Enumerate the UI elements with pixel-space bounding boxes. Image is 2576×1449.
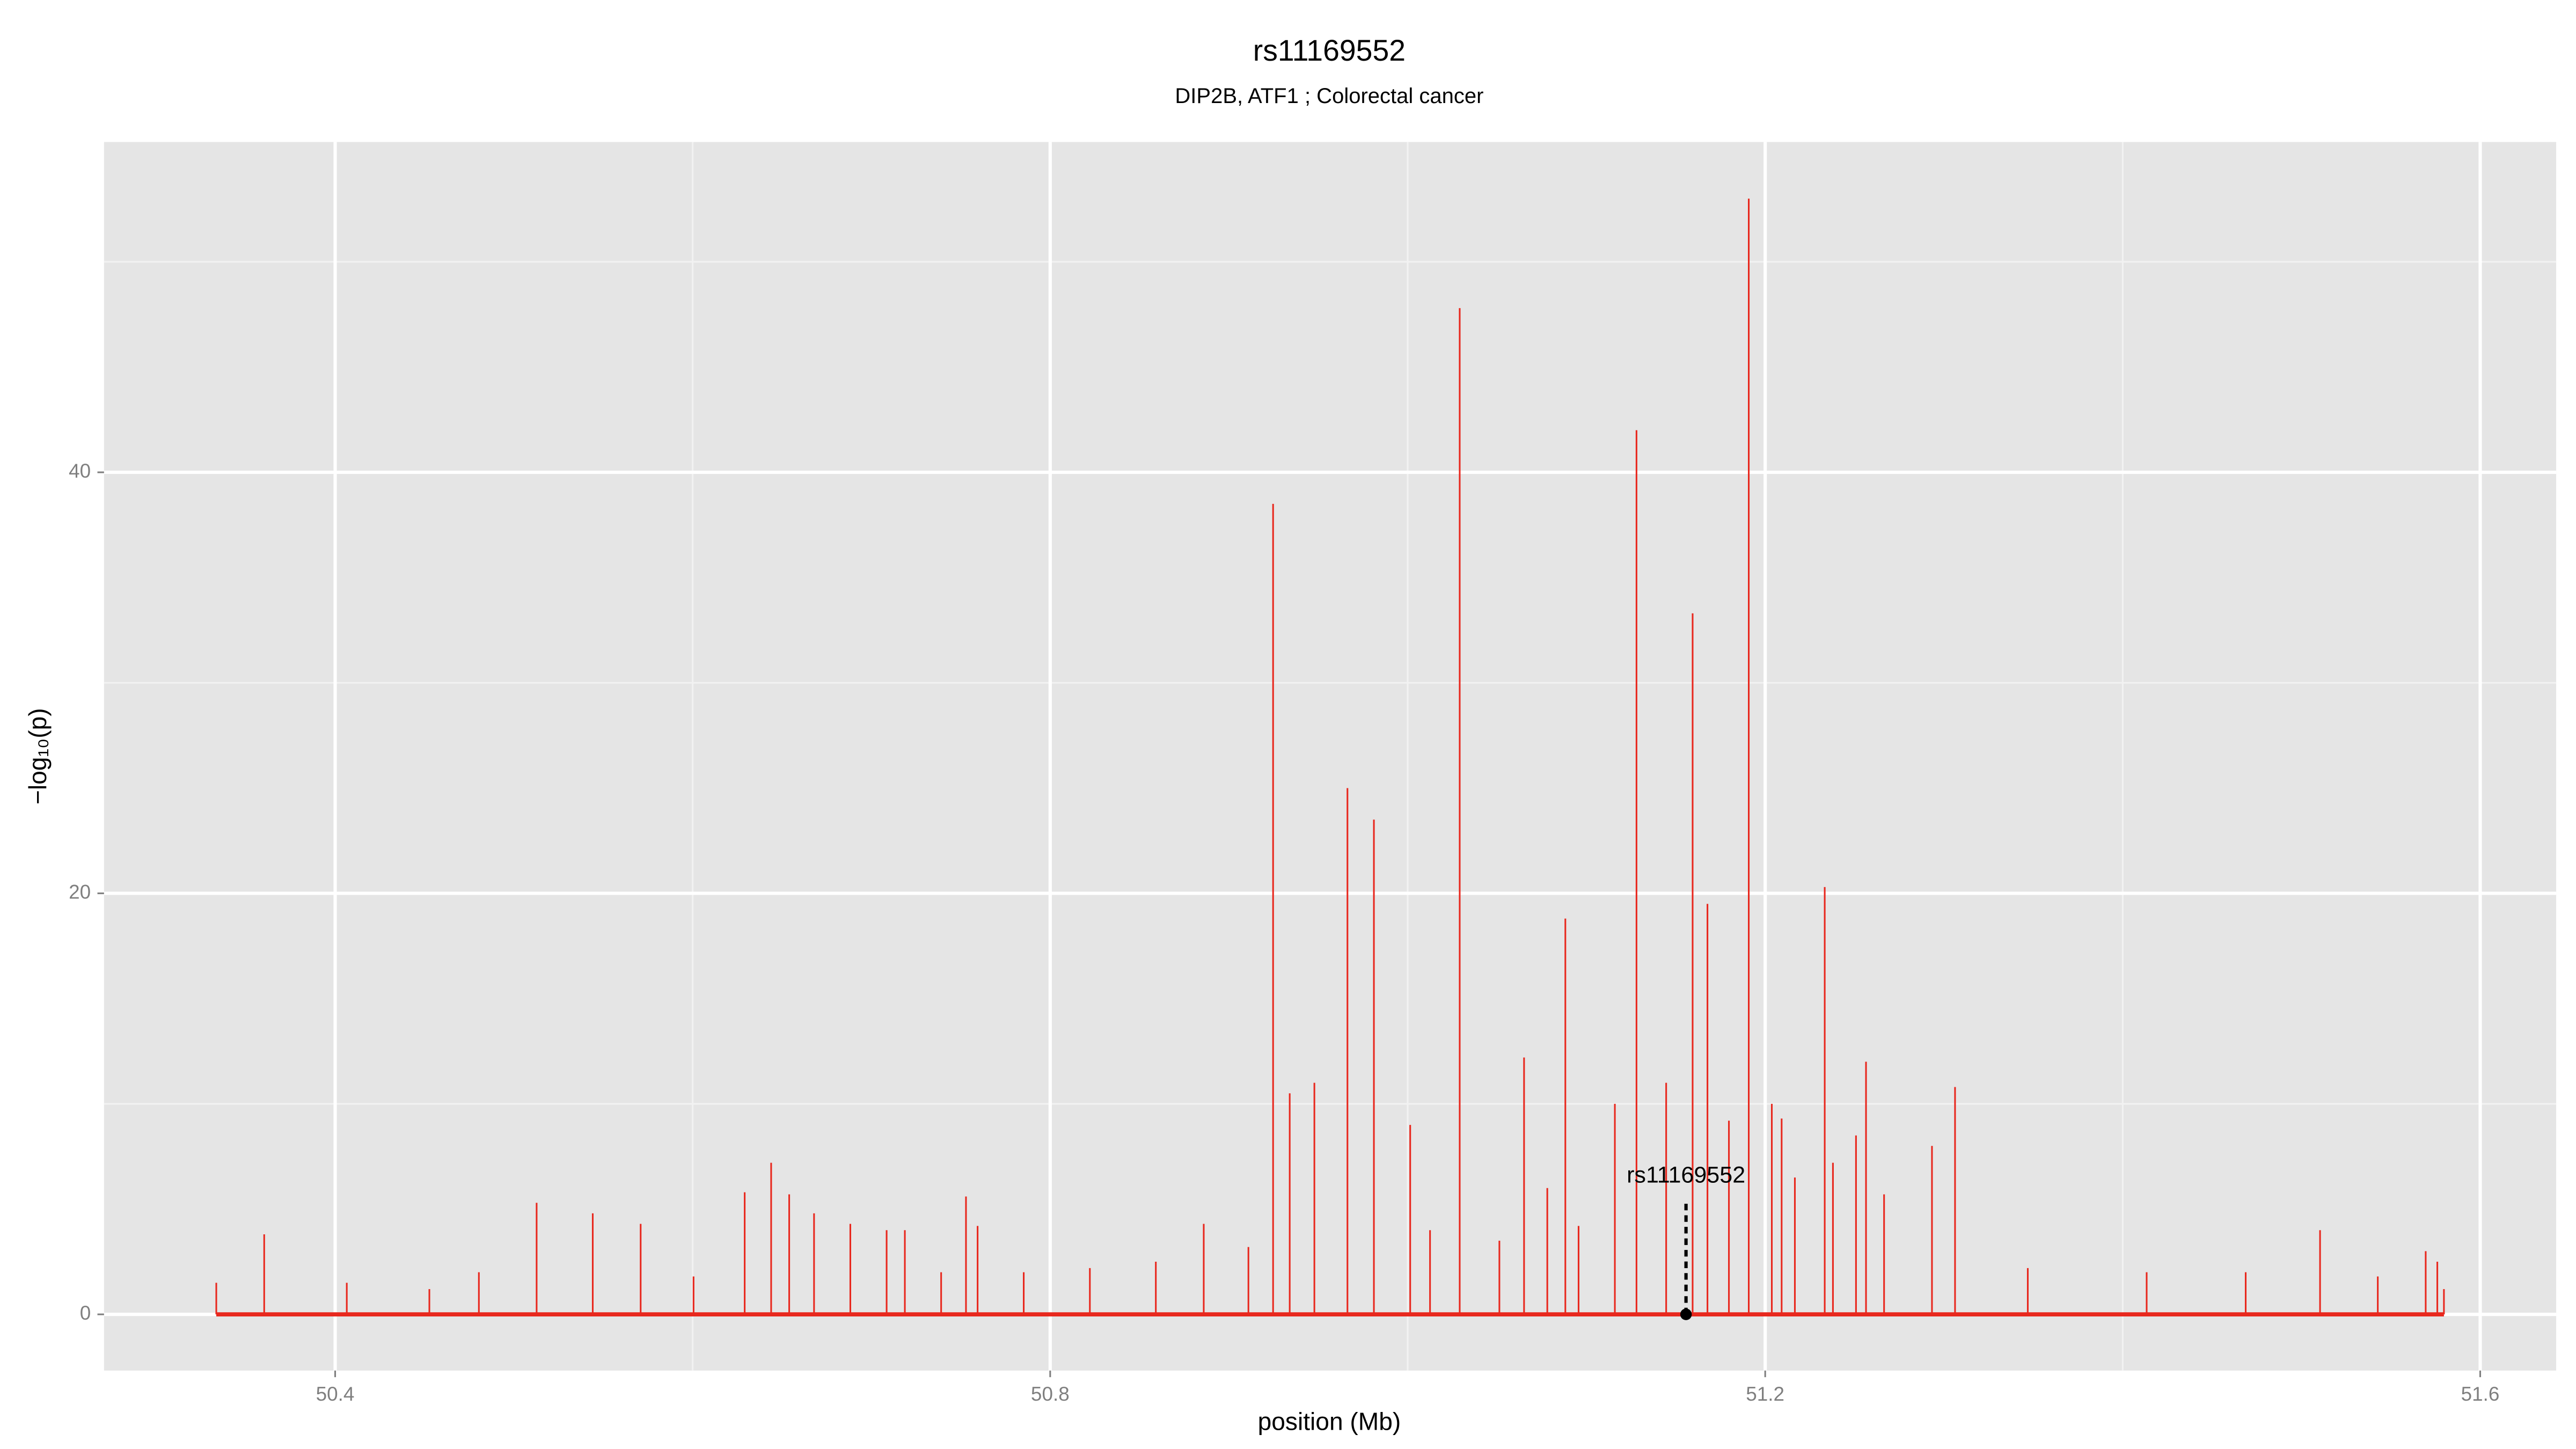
marks [215,199,2445,1316]
y-tick-label: 20 [69,881,91,903]
y-tick-label: 0 [80,1302,91,1324]
x-tick-label: 50.4 [316,1383,355,1405]
chart-title: rs11169552 [1253,34,1406,67]
x-axis-label: position (Mb) [1258,1407,1401,1435]
y-axis-label: −log₁₀(p) [24,708,52,804]
y-tick-label: 40 [69,460,91,482]
annotation-point [1680,1308,1692,1320]
x-tick-label: 51.2 [1746,1383,1784,1405]
chart-subtitle: DIP2B, ATF1 ; Colorectal cancer [1175,84,1483,108]
x-tick-label: 51.6 [2461,1383,2500,1405]
x-tick-label: 50.8 [1031,1383,1070,1405]
annotation-label: rs11169552 [1627,1162,1745,1188]
plot-panel [104,142,2557,1371]
